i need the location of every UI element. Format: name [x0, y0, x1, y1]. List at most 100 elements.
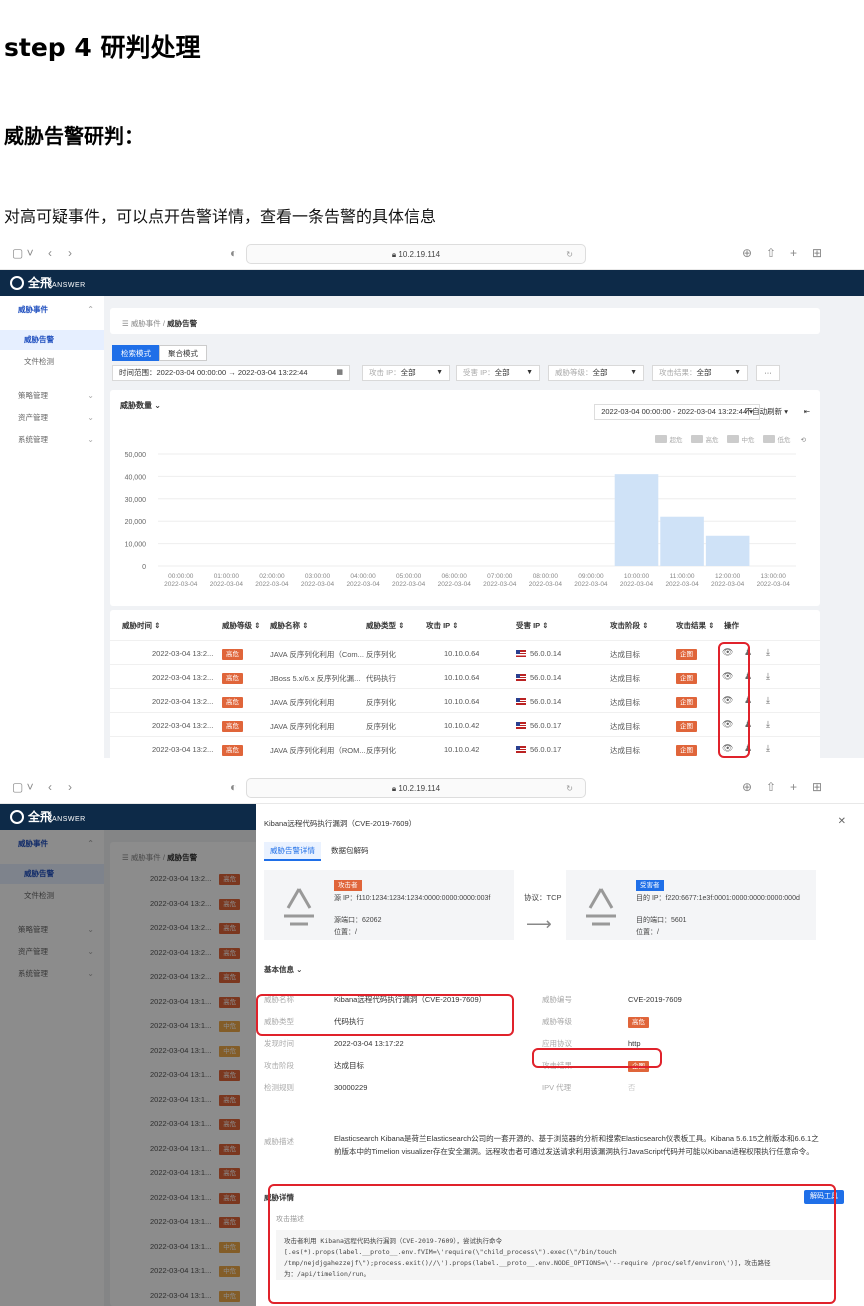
table-row[interactable]: 2022-03-04 13:1... 高危	[150, 1143, 260, 1155]
table-row[interactable]: 2022-03-04 13:2... 高危 JAVA 反序列化利用（Com... 反序…	[110, 640, 820, 664]
sidebar-item-assets[interactable]: 资产管理 ⌄	[0, 942, 104, 962]
column-header[interactable]: 威胁时间 ⇕	[122, 621, 161, 630]
table-row[interactable]: 2022-03-04 13:2... 高危	[150, 874, 260, 885]
shield-icon[interactable]: ◐	[230, 780, 238, 794]
column-header[interactable]: 威胁名称 ⇕	[270, 621, 309, 630]
column-header[interactable]: 攻击结果 ⇕	[676, 621, 715, 630]
share-icon[interactable]: ⇧	[766, 246, 777, 260]
legend-item-high[interactable]: 高危	[705, 437, 719, 444]
menu-icon[interactable]: ☰	[122, 853, 131, 862]
table-row[interactable]: 2022-03-04 13:2... 高危	[150, 972, 260, 983]
download-icon[interactable]: ⊕	[742, 780, 753, 794]
table-row[interactable]: 2022-03-04 13:1... 高危	[150, 1168, 260, 1179]
table-row[interactable]: 2022-03-04 13:2... 高危	[150, 947, 260, 959]
breadcrumb-parent[interactable]: 威胁事件	[130, 319, 161, 328]
view-icon[interactable]: 👁︎	[722, 647, 734, 657]
column-header[interactable]: 攻击阶段 ⇕	[610, 621, 649, 630]
time-range-filter[interactable]: 时间范围：2022-03-04 00:00:00 → 2022-03-04 13…	[112, 365, 350, 381]
chart-title[interactable]: 威胁数量 ⌄	[120, 400, 161, 411]
download-icon[interactable]: ⤓	[766, 743, 770, 753]
brand-logo[interactable]: 全飛ANSWER	[10, 808, 86, 825]
shield-icon[interactable]: ◐	[230, 246, 238, 260]
sidebar-toggle-icon[interactable]: ▢ ˅	[12, 246, 34, 260]
download-icon[interactable]: ⤓	[766, 671, 770, 681]
table-row[interactable]: 2022-03-04 13:2... 高危	[150, 898, 260, 910]
column-header[interactable]: 威胁等级 ⇕	[222, 621, 261, 630]
table-row[interactable]: 2022-03-04 13:1... 高危	[150, 1192, 260, 1204]
brand-logo[interactable]: 全飛ANSWER	[10, 274, 86, 291]
chart-range-picker[interactable]: 2022-03-04 00:00:00 - 2022-03-04 13:22:4…	[594, 404, 760, 420]
column-header[interactable]: 受害 IP ⇕	[516, 621, 549, 630]
table-row[interactable]: 2022-03-04 13:1... 高危	[150, 1119, 260, 1130]
breadcrumb-parent[interactable]: 威胁事件	[130, 853, 161, 862]
more-filters-button[interactable]: ···	[756, 365, 780, 381]
share-icon[interactable]: ⇧	[766, 780, 777, 794]
table-row[interactable]: 2022-03-04 13:2... 高危	[150, 923, 260, 934]
column-header[interactable]: 攻击 IP ⇕	[426, 621, 459, 630]
sidebar-item-threat-alerts[interactable]: 威胁告警	[0, 864, 104, 884]
sidebar-item-policy[interactable]: 策略管理 ⌄	[0, 386, 104, 406]
table-row[interactable]: 2022-03-04 13:1... 中危	[150, 1266, 260, 1277]
view-icon[interactable]: 👁︎	[722, 743, 734, 753]
result-filter[interactable]: 攻击结果：全部 ▼	[652, 365, 748, 381]
back-icon[interactable]: ‹	[48, 780, 52, 794]
view-icon[interactable]: 👁︎	[722, 719, 734, 729]
tabs-overview-icon[interactable]: ⊞	[812, 246, 823, 260]
reload-icon[interactable]: ↻	[566, 250, 573, 259]
reset-icon[interactable]: ⟲	[800, 437, 806, 444]
url-bar[interactable]: 🔒︎ 10.2.19.114 ↻	[246, 244, 586, 264]
sidebar-item-system[interactable]: 系统管理 ⌄	[0, 964, 104, 984]
table-row[interactable]: 2022-03-04 13:1... 高危	[150, 1070, 260, 1081]
view-icon[interactable]: 👁︎	[722, 695, 734, 705]
sidebar-item-system[interactable]: 系统管理 ⌄	[0, 430, 104, 450]
menu-icon[interactable]: ☰	[122, 319, 131, 328]
download-icon[interactable]: ⊕	[742, 246, 753, 260]
table-row[interactable]: 2022-03-04 13:2... 高危 JAVA 反序列化利用 反序列化 10.10…	[110, 688, 820, 712]
new-tab-icon[interactable]: +	[790, 246, 798, 260]
close-icon[interactable]: ✕	[837, 816, 846, 827]
table-row[interactable]: 2022-03-04 13:2... 高危 JBoss 5.x/6.x 反序列化漏.…	[110, 664, 820, 688]
download-icon[interactable]: ⤓	[766, 647, 770, 657]
table-row[interactable]: 2022-03-04 13:1... 中危	[150, 1241, 260, 1253]
sidebar-item-threat-events[interactable]: 威胁事件 ⌃	[0, 834, 104, 854]
tab-alert-detail[interactable]: 威胁告警详情	[264, 842, 321, 861]
table-row[interactable]: 2022-03-04 13:1... 高危	[150, 996, 260, 1008]
table-row[interactable]: 2022-03-04 13:2... 高危 JAVA 反序列化利用 反序列化 10.10…	[110, 712, 820, 736]
legend-item-critical[interactable]: 超危	[669, 437, 683, 444]
forward-icon[interactable]: ›	[68, 246, 72, 260]
tab-search-mode[interactable]: 检索模式	[112, 345, 160, 361]
new-tab-icon[interactable]: +	[790, 780, 798, 794]
sidebar-item-file-detection[interactable]: 文件检测	[0, 352, 104, 372]
download-icon[interactable]: ⤓	[766, 695, 770, 705]
table-row[interactable]: 2022-03-04 13:1... 中危	[150, 1045, 260, 1057]
modal-overlay[interactable]	[0, 830, 256, 1306]
table-row[interactable]: 2022-03-04 13:1... 中危	[150, 1290, 260, 1302]
attack-ip-filter[interactable]: 攻击 IP：全部 ▼	[362, 365, 450, 381]
tabs-overview-icon[interactable]: ⊞	[812, 780, 823, 794]
reload-icon[interactable]: ↻	[566, 784, 573, 793]
collapse-icon[interactable]: ⇤	[803, 407, 810, 416]
tab-aggregate-mode[interactable]: 聚合模式	[159, 345, 207, 361]
auto-refresh-select[interactable]: 不自动刷新 ▾	[744, 407, 788, 416]
column-header[interactable]: 威胁类型 ⇕	[366, 621, 405, 630]
table-row[interactable]: 2022-03-04 13:1... 高危	[150, 1217, 260, 1228]
table-row[interactable]: 2022-03-04 13:2... 高危 JAVA 反序列化利用（ROM... 反序…	[110, 736, 820, 758]
forward-icon[interactable]: ›	[68, 780, 72, 794]
victim-ip-filter[interactable]: 受害 IP：全部 ▼	[456, 365, 540, 381]
tab-packet-decode[interactable]: 数据包解码	[331, 846, 369, 855]
back-icon[interactable]: ‹	[48, 246, 52, 260]
sidebar-item-threat-alerts[interactable]: 威胁告警	[0, 330, 104, 350]
legend-item-medium[interactable]: 中危	[741, 437, 755, 444]
table-row[interactable]: 2022-03-04 13:1... 高危	[150, 1094, 260, 1106]
basic-info-title[interactable]: 基本信息 ⌄	[264, 964, 302, 975]
sidebar-toggle-icon[interactable]: ▢ ˅	[12, 780, 34, 794]
sidebar-item-threat-events[interactable]: 威胁事件 ⌃	[0, 300, 104, 320]
sidebar-item-policy[interactable]: 策略管理 ⌄	[0, 920, 104, 940]
level-filter[interactable]: 威胁等级：全部 ▼	[548, 365, 644, 381]
download-icon[interactable]: ⤓	[766, 719, 770, 729]
table-row[interactable]: 2022-03-04 13:1... 中危	[150, 1021, 260, 1032]
column-header[interactable]: 操作	[724, 621, 739, 630]
url-bar[interactable]: 🔒︎ 10.2.19.114 ↻	[246, 778, 586, 798]
sidebar-item-assets[interactable]: 资产管理 ⌄	[0, 408, 104, 428]
view-icon[interactable]: 👁︎	[722, 671, 734, 681]
